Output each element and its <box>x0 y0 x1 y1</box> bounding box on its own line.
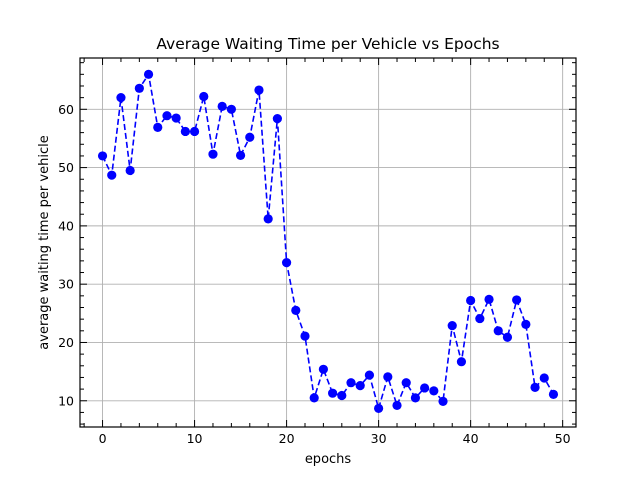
data-point <box>107 170 117 180</box>
data-point <box>502 332 513 342</box>
data-point <box>493 326 503 336</box>
data-point <box>456 357 467 367</box>
y-tick-label: 40 <box>58 218 74 233</box>
data-point <box>438 396 448 406</box>
data-point <box>235 150 246 160</box>
data-point <box>281 258 292 268</box>
data-point <box>199 91 209 102</box>
y-tick-label: 60 <box>58 102 74 117</box>
data-point <box>245 132 255 142</box>
data-point <box>97 151 108 161</box>
tick-labels: 0 10 20 30 40 50 10 20 30 40 50 60 <box>58 102 571 446</box>
data-point <box>475 313 485 324</box>
x-tick-label: 30 <box>371 431 387 446</box>
data-point <box>401 378 411 388</box>
data-point <box>300 331 310 341</box>
data-point <box>328 388 338 398</box>
plot-frame <box>79 57 577 428</box>
data-point <box>383 372 393 382</box>
y-tick-label: 50 <box>58 160 74 175</box>
data-point <box>539 373 549 383</box>
data-point <box>180 126 190 137</box>
data-point <box>143 69 154 79</box>
data-point <box>484 294 494 304</box>
data-point <box>226 104 236 114</box>
data-point <box>291 305 301 316</box>
data-point <box>337 390 347 401</box>
data-point <box>374 403 384 413</box>
x-axis-label: epochs <box>305 452 352 467</box>
y-tick-label: 30 <box>58 277 74 292</box>
data-point <box>189 126 200 137</box>
minor-ticks <box>80 58 576 427</box>
data-point <box>364 370 375 380</box>
data-point <box>263 214 273 224</box>
x-tick-label: 50 <box>555 431 571 446</box>
data-point <box>548 389 559 399</box>
x-tick-label: 20 <box>279 431 295 446</box>
data-point <box>309 393 319 403</box>
series-line <box>101 72 555 412</box>
gridlines <box>80 58 576 427</box>
data-point <box>153 122 163 132</box>
data-point <box>420 383 430 393</box>
data-point <box>410 393 421 403</box>
data-point <box>254 85 264 95</box>
x-tick-label: 10 <box>187 431 203 446</box>
data-point <box>512 295 522 305</box>
x-tick-label: 40 <box>463 431 479 446</box>
data-point <box>447 320 457 331</box>
data-point <box>125 165 135 176</box>
data-point <box>134 83 144 93</box>
x-tick-label: 0 <box>99 431 107 446</box>
data-point <box>355 381 365 391</box>
data-point <box>318 364 328 374</box>
data-point <box>272 114 282 124</box>
y-tick-label: 20 <box>58 335 74 350</box>
data-point <box>217 101 227 111</box>
data-point <box>116 93 126 103</box>
data-point <box>466 295 476 306</box>
data-point <box>530 382 540 392</box>
chart-title: Average Waiting Time per Vehicle vs Epoc… <box>156 35 499 53</box>
data-point <box>346 378 356 388</box>
data-point <box>171 113 181 123</box>
data-point <box>162 111 172 121</box>
data-point <box>208 149 218 159</box>
data-point <box>429 386 439 396</box>
major-ticks <box>80 58 576 427</box>
data-point <box>521 319 531 330</box>
data-point <box>392 400 402 411</box>
y-axis-label: average waiting time per vehicle <box>37 135 52 349</box>
data-points <box>97 69 559 413</box>
y-tick-label: 10 <box>58 393 74 408</box>
